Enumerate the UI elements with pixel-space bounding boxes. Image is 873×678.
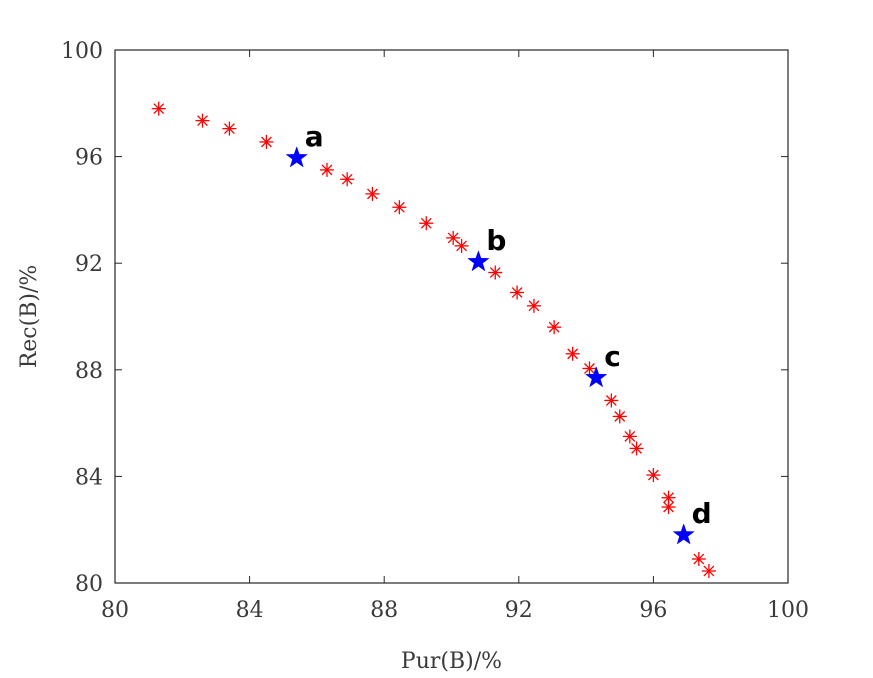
x-tick-label: 88 bbox=[370, 598, 398, 623]
asterisk-marker bbox=[340, 172, 355, 187]
star-marker bbox=[672, 523, 695, 545]
asterisk-marker bbox=[612, 409, 627, 424]
point-label-d: d bbox=[692, 497, 712, 530]
asterisk-marker bbox=[582, 361, 597, 376]
x-tick-label: 100 bbox=[767, 598, 809, 623]
y-tick-label: 88 bbox=[75, 359, 103, 384]
asterisk-marker bbox=[151, 101, 166, 116]
asterisk-marker bbox=[629, 441, 644, 456]
asterisk-marker bbox=[691, 552, 706, 567]
star-marker bbox=[285, 146, 308, 168]
data-points: a b c d bbox=[151, 101, 716, 579]
asterisk-marker bbox=[622, 429, 637, 444]
y-tick-label: 96 bbox=[75, 146, 103, 171]
asterisk-marker bbox=[526, 298, 541, 313]
y-tick-label: 84 bbox=[75, 465, 103, 490]
x-axis-label: Pur(B)/% bbox=[401, 649, 502, 674]
y-tick-label: 92 bbox=[75, 252, 103, 277]
asterisk-marker bbox=[604, 393, 619, 408]
asterisk-marker bbox=[565, 346, 580, 361]
asterisk-marker bbox=[319, 162, 334, 177]
x-tick-label: 92 bbox=[505, 598, 533, 623]
asterisk-marker bbox=[661, 490, 676, 505]
x-tick-label: 96 bbox=[639, 598, 667, 623]
asterisk-marker bbox=[259, 134, 274, 149]
point-label-c: c bbox=[604, 340, 621, 373]
point-label-b: b bbox=[486, 224, 506, 257]
asterisk-marker bbox=[195, 113, 210, 128]
asterisk-marker bbox=[701, 564, 716, 579]
asterisk-marker bbox=[365, 186, 380, 201]
x-tick-label: 84 bbox=[236, 598, 264, 623]
y-axis: 80 84 88 92 96 100 bbox=[61, 39, 788, 597]
y-axis-label: Rec(B)/% bbox=[17, 265, 42, 369]
asterisk-marker bbox=[661, 500, 676, 515]
point-label-a: a bbox=[305, 120, 324, 153]
y-tick-label: 100 bbox=[61, 39, 103, 64]
x-axis: 80 84 88 92 96 100 bbox=[101, 50, 809, 623]
asterisk-marker bbox=[392, 200, 407, 215]
y-tick-label: 80 bbox=[75, 572, 103, 597]
axes-frame bbox=[114, 49, 789, 584]
asterisk-marker bbox=[488, 265, 503, 280]
asterisk-marker bbox=[646, 468, 661, 483]
plot-area bbox=[114, 49, 789, 584]
asterisk-marker bbox=[419, 216, 434, 231]
asterisk-marker bbox=[510, 285, 525, 300]
x-tick-label: 80 bbox=[101, 598, 129, 623]
asterisk-marker bbox=[547, 320, 562, 335]
asterisk-marker bbox=[222, 121, 237, 136]
star-marker bbox=[585, 366, 608, 388]
star-marker bbox=[467, 250, 490, 272]
asterisk-marker bbox=[454, 238, 469, 253]
